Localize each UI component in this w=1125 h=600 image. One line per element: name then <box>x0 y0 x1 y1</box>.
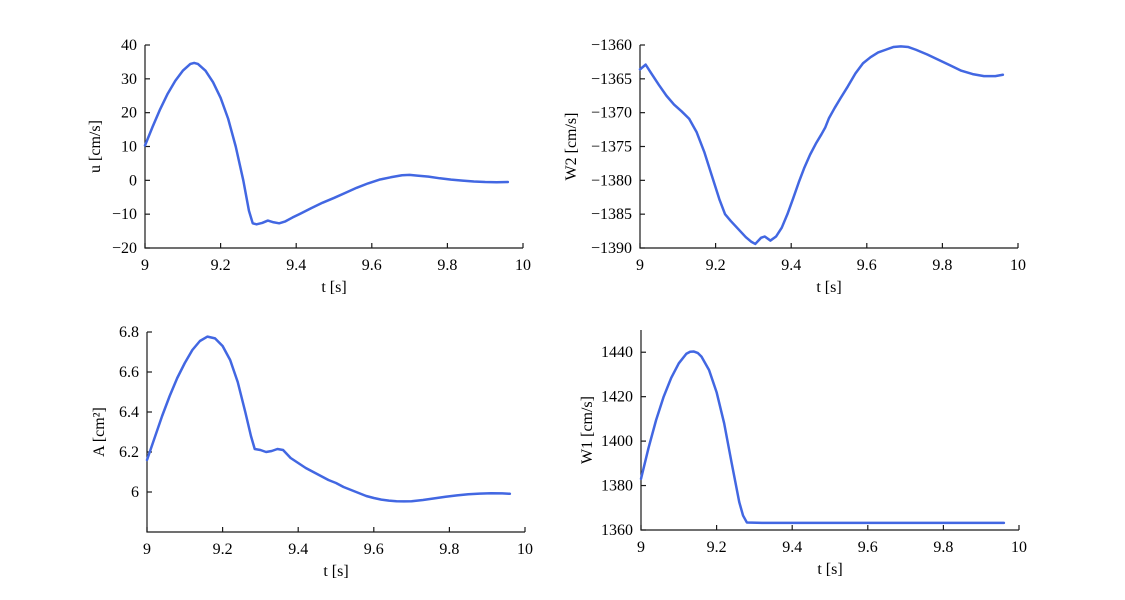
x-tick-label: 9.8 <box>437 257 457 274</box>
y-tick-label: 6 <box>131 484 139 501</box>
chart-svg: 9 9.2 9.4 9.6 9.8 10 1360 1380 1400 1420 1440 t [s]… <box>579 330 1027 578</box>
x-tick-label: 9.4 <box>782 539 802 556</box>
y-tick-label: −1375 <box>591 139 632 156</box>
x-tick-label: 9.4 <box>288 541 308 558</box>
x-tick-label: 9 <box>636 257 644 274</box>
y-tick-label: 1420 <box>601 389 633 406</box>
y-tick-label: 10 <box>121 139 137 156</box>
x-tick-label: 9.8 <box>932 257 952 274</box>
x-tick-label: 9.4 <box>286 257 306 274</box>
x-tick-label: 9.2 <box>211 257 231 274</box>
x-tick-label: 9.6 <box>364 541 384 558</box>
data-line <box>143 61 510 226</box>
x-tick-label: 9 <box>141 257 149 274</box>
y-tick-label: 6.4 <box>119 404 139 421</box>
y-tick-label: −20 <box>112 240 137 257</box>
y-tick-label: 20 <box>121 105 137 122</box>
y-tick-label: −1380 <box>591 172 632 189</box>
y-tick-label: −1390 <box>591 240 632 257</box>
axis-spines <box>639 45 1018 249</box>
x-axis-label: t [s] <box>323 563 348 580</box>
y-tick-label: 40 <box>121 37 137 54</box>
x-tick-label: 9.2 <box>706 257 726 274</box>
x-tick-label: 10 <box>517 541 533 558</box>
x-tick-label: 9.4 <box>781 257 801 274</box>
x-tick-label: 9.6 <box>857 257 877 274</box>
axis-spines <box>144 45 523 249</box>
y-axis-label: u [cm/s] <box>87 120 104 173</box>
chart-svg: 9 9.2 9.4 9.6 9.8 10 −20 −10 0 10 20 30 40 t [s] u [cm… <box>87 37 531 296</box>
plot-w2-wave-speed: 9 9.2 9.4 9.6 9.8 10 −1390 −1385 −1380 −1375 −1370… <box>562 0 1125 300</box>
chart-svg: 9 9.2 9.4 9.6 9.8 10 −1390 −1385 −1380 −1375 −1370… <box>563 37 1026 296</box>
y-tick-label: 0 <box>129 172 137 189</box>
data-line <box>639 350 1006 525</box>
x-tick-label: 9.8 <box>933 539 953 556</box>
x-tick-label: 9 <box>143 541 151 558</box>
y-tick-label: 1360 <box>601 522 633 539</box>
y-tick-label: −1370 <box>591 105 632 122</box>
x-tick-label: 9.8 <box>439 541 459 558</box>
plot-w1-wave-speed: 9 9.2 9.4 9.6 9.8 10 1360 1380 1400 1420 1440 t [s]… <box>562 300 1125 600</box>
y-axis-label: W1 [cm/s] <box>579 396 596 464</box>
y-tick-label: 6.8 <box>119 324 139 341</box>
x-tick-label: 10 <box>1010 257 1026 274</box>
chart-svg: 9 9.2 9.4 9.6 9.8 10 6 6.2 6.4 6.6 6.8 t [s] A [cm²] <box>91 324 533 580</box>
axis-spines <box>640 330 1019 531</box>
x-axis-label: t [s] <box>817 561 842 578</box>
y-tick-label: 1380 <box>601 478 633 495</box>
y-tick-label: −1365 <box>591 71 632 88</box>
y-axis-label: W2 [cm/s] <box>563 113 580 181</box>
y-axis-label: A [cm²] <box>91 407 108 457</box>
y-tick-label: 1440 <box>601 344 633 361</box>
x-tick-label: 10 <box>1011 539 1027 556</box>
x-tick-label: 10 <box>515 257 531 274</box>
plot-a-area: 9 9.2 9.4 9.6 9.8 10 6 6.2 6.4 6.6 6.8 t [s] A [cm²] <box>0 300 563 600</box>
data-line <box>145 335 512 503</box>
y-tick-label: −10 <box>112 206 137 223</box>
y-tick-label: −1385 <box>591 206 632 223</box>
x-tick-label: 9.6 <box>858 539 878 556</box>
x-tick-label: 9 <box>637 539 645 556</box>
y-tick-label: 30 <box>121 71 137 88</box>
y-tick-label: −1360 <box>591 37 632 54</box>
x-axis-label: t [s] <box>321 279 346 296</box>
x-tick-label: 9.6 <box>362 257 382 274</box>
x-axis-label: t [s] <box>816 279 841 296</box>
plot-u-velocity: 9 9.2 9.4 9.6 9.8 10 −20 −10 0 10 20 30 40 t [s] u [cm… <box>0 0 563 300</box>
y-tick-label: 6.6 <box>119 364 139 381</box>
x-tick-label: 9.2 <box>213 541 233 558</box>
data-line <box>638 45 1005 246</box>
x-tick-label: 9.2 <box>707 539 727 556</box>
y-tick-label: 1400 <box>601 433 633 450</box>
y-tick-label: 6.2 <box>119 444 139 461</box>
axis-spines <box>146 332 525 533</box>
